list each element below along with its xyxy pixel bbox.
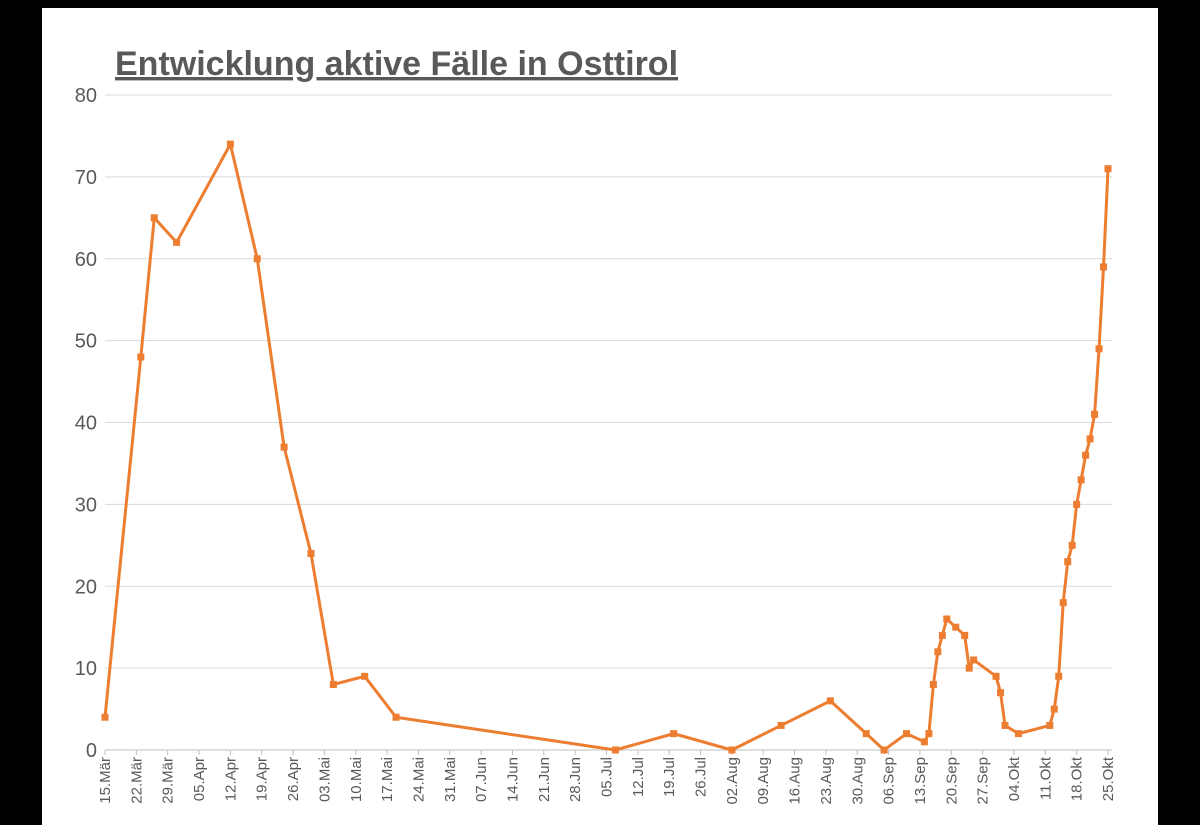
point-marker <box>1064 558 1072 566</box>
point-marker <box>280 443 288 451</box>
x-tick-label: 02.Aug <box>724 757 741 805</box>
x-tick-label: 06.Sep <box>881 757 898 805</box>
point-marker <box>670 730 678 738</box>
y-tick-label: 30 <box>75 494 97 516</box>
x-tick-label: 13.Sep <box>912 757 929 805</box>
point-marker <box>150 214 158 222</box>
point-marker <box>992 672 1000 680</box>
point-marker <box>1055 672 1063 680</box>
x-tick-label: 22.Mär <box>128 757 145 804</box>
x-tick-label: 23.Aug <box>818 757 835 805</box>
point-marker <box>226 140 234 148</box>
x-tick-label: 11.Okt <box>1037 756 1054 800</box>
point-marker <box>253 255 261 263</box>
point-marker <box>1014 730 1022 738</box>
point-marker <box>938 631 946 639</box>
x-tick-label: 26.Jul <box>693 757 710 797</box>
point-marker <box>728 746 736 754</box>
point-marker <box>862 730 870 738</box>
x-tick-label: 12.Apr <box>222 757 239 801</box>
x-tick-label: 12.Jul <box>630 757 647 797</box>
point-marker <box>1095 345 1103 353</box>
point-marker <box>997 689 1005 697</box>
point-marker <box>1077 476 1085 484</box>
x-tick-label: 14.Jun <box>504 757 521 802</box>
x-tick-label: 05.Apr <box>191 757 208 801</box>
x-tick-label: 26.Apr <box>285 757 302 801</box>
point-marker <box>137 353 145 361</box>
point-marker <box>1050 705 1058 713</box>
point-marker <box>1046 721 1054 729</box>
point-marker <box>826 697 834 705</box>
point-marker <box>961 631 969 639</box>
y-tick-label: 70 <box>75 167 97 189</box>
x-tick-label: 16.Aug <box>787 757 804 805</box>
point-marker <box>307 550 315 557</box>
point-marker <box>1100 263 1108 271</box>
x-tick-label: 19.Apr <box>254 757 271 801</box>
point-marker <box>952 623 960 631</box>
y-tick-label: 10 <box>75 658 97 680</box>
x-tick-label: 20.Sep <box>943 757 960 805</box>
x-tick-label: 03.Mai <box>316 757 333 802</box>
point-marker <box>903 730 911 738</box>
point-marker <box>173 238 181 246</box>
point-marker <box>1068 541 1076 549</box>
x-tick-label: 09.Aug <box>755 757 772 805</box>
point-marker <box>929 681 937 688</box>
y-tick-label: 80 <box>75 85 97 107</box>
x-tick-label: 15.Mär <box>97 757 114 804</box>
point-marker <box>925 730 933 738</box>
x-tick-label: 07.Jun <box>473 757 490 802</box>
point-marker <box>1086 435 1094 443</box>
point-marker <box>1059 599 1067 607</box>
x-tick-label: 25.Okt <box>1100 756 1117 801</box>
point-marker <box>611 746 619 754</box>
point-marker <box>920 738 928 746</box>
y-tick-label: 60 <box>75 249 97 271</box>
y-tick-label: 20 <box>75 576 97 598</box>
x-tick-label: 05.Jul <box>599 757 616 797</box>
x-tick-label: 30.Aug <box>849 757 866 805</box>
point-marker <box>965 664 973 672</box>
point-marker <box>1104 165 1112 173</box>
point-marker <box>329 681 337 688</box>
x-tick-label: 04.Okt <box>1006 756 1023 801</box>
x-tick-label: 17.Mai <box>379 757 396 802</box>
point-marker <box>934 648 942 656</box>
x-tick-label: 19.Jul <box>661 757 678 797</box>
point-marker <box>880 746 888 754</box>
point-marker <box>777 721 785 729</box>
x-tick-label: 28.Jun <box>567 757 584 802</box>
point-marker <box>361 672 369 680</box>
point-marker <box>1073 500 1081 508</box>
x-tick-label: 24.Mai <box>410 757 427 802</box>
point-marker <box>101 713 109 721</box>
x-tick-label: 10.Mai <box>348 757 365 802</box>
point-marker <box>970 656 978 664</box>
x-tick-label: 18.Okt <box>1069 756 1086 801</box>
point-marker <box>1082 451 1090 459</box>
x-tick-label: 21.Jun <box>536 757 553 802</box>
chart-area <box>42 8 1158 825</box>
y-tick-label: 0 <box>86 740 97 762</box>
point-marker <box>943 615 951 623</box>
y-tick-label: 50 <box>75 331 97 353</box>
point-marker <box>1001 721 1009 729</box>
point-marker <box>392 713 400 721</box>
chart-title: Entwicklung aktive Fälle in Osttirol <box>115 45 678 83</box>
point-marker <box>1091 410 1099 418</box>
x-tick-label: 29.Mär <box>160 757 177 804</box>
x-tick-label: 27.Sep <box>975 757 992 805</box>
y-tick-label: 40 <box>75 413 97 435</box>
x-tick-label: 31.Mai <box>442 757 459 802</box>
